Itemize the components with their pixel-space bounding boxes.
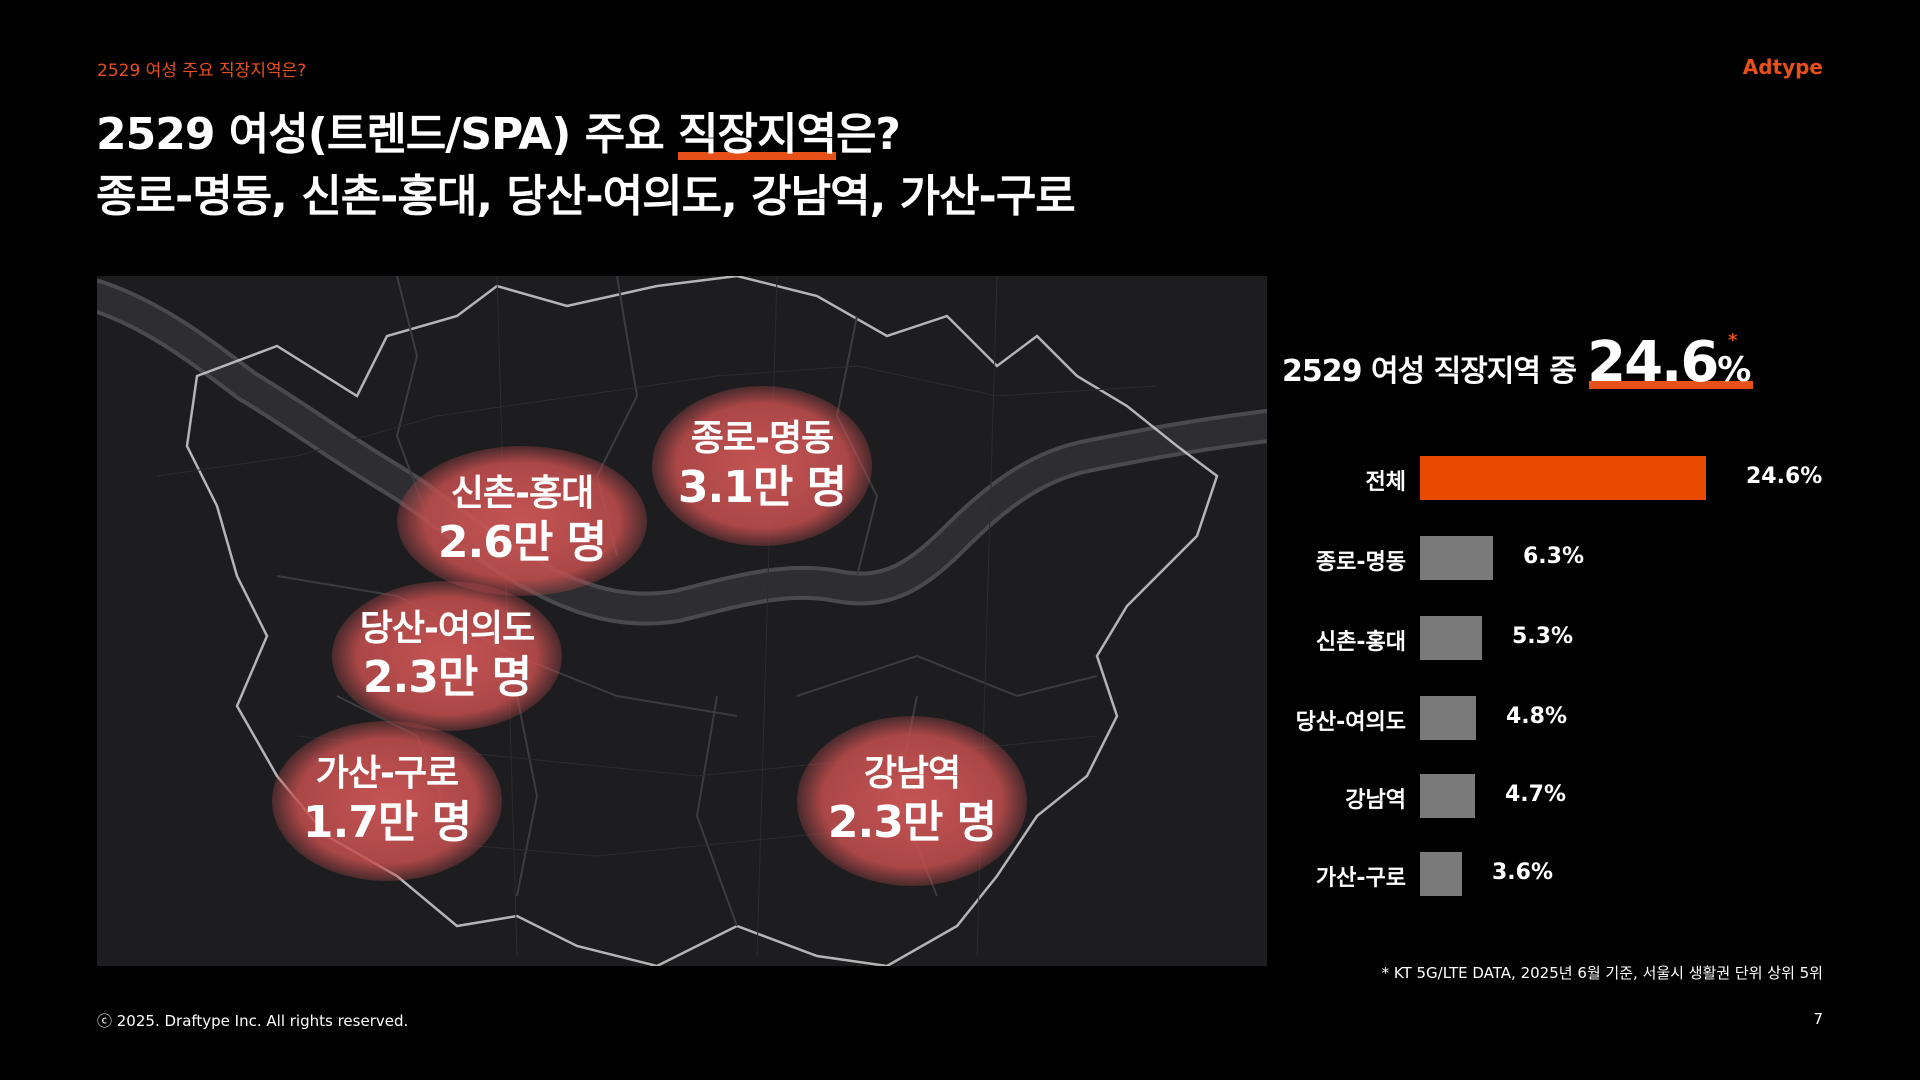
page-title: 2529 여성(트렌드/SPA) 주요 직장지역은? 종로-명동, 신촌-홍대,… [96, 104, 1076, 228]
title-prefix: 2529 여성(트렌드/SPA) 주요 [96, 109, 679, 160]
region-name: 강남역 [863, 753, 961, 794]
big-number: 24.6 [1587, 330, 1719, 395]
bar [1420, 852, 1462, 896]
bar-value-label: 6.3% [1523, 544, 1585, 569]
bar [1420, 536, 1493, 580]
region-name: 신촌-홍대 [450, 473, 594, 514]
bar [1420, 616, 1482, 660]
bar-value-label: 3.6% [1492, 860, 1554, 885]
region-blob-sinchon-hongdae: 신촌-홍대 2.6만 명 [397, 446, 647, 596]
region-name: 가산-구로 [315, 753, 459, 794]
bar-row: 당산-여의도 4.8% [1282, 694, 1842, 744]
bar-row: 가산-구로 3.6% [1282, 850, 1842, 900]
footnote: * KT 5G/LTE DATA, 2025년 6월 기준, 서울시 생활권 단… [1381, 964, 1823, 982]
bar-label: 강남역 [1345, 788, 1406, 813]
page-number: 7 [1813, 1010, 1823, 1028]
bar-label: 종로-명동 [1315, 550, 1406, 575]
bar-chart: 전체 24.6% 종로-명동 6.3% 신촌-홍대 5.3% 당산-여의도 4.8% 강남역 4.… [1282, 450, 1842, 910]
asterisk-mark: * [1727, 330, 1738, 351]
region-value: 1.7만 명 [302, 797, 472, 848]
bar-label: 가산-구로 [1315, 866, 1406, 891]
region-value: 2.3만 명 [827, 797, 997, 848]
panel-lead: 2529 여성 직장지역 중 [1282, 354, 1577, 389]
region-name: 종로-명동 [690, 418, 834, 459]
title-line-2: 종로-명동, 신촌-홍대, 당산-여의도, 강남역, 가산-구로 [96, 171, 1076, 222]
panel-headline: 2529 여성 직장지역 중 24.6% * [1282, 330, 1754, 395]
bar-value-label: 4.7% [1505, 782, 1567, 807]
bar-label: 전체 [1365, 470, 1406, 495]
title-suffix: 은? [835, 109, 901, 160]
map-background [97, 276, 1267, 966]
region-value: 2.6만 명 [437, 517, 607, 568]
region-value: 3.1만 명 [677, 462, 847, 513]
bar-row: 신촌-홍대 5.3% [1282, 614, 1842, 664]
bar-value-label: 24.6% [1746, 464, 1823, 489]
region-blob-dangsan-yeouido: 당산-여의도 2.3만 명 [332, 581, 562, 731]
bar-row: 전체 24.6% [1282, 454, 1842, 504]
bar [1420, 696, 1476, 740]
bar-row: 종로-명동 6.3% [1282, 534, 1842, 584]
bar-row: 강남역 4.7% [1282, 772, 1842, 822]
bar-value-label: 4.8% [1506, 704, 1568, 729]
copyright: ⓒ 2025. Draftype Inc. All rights reserve… [97, 1012, 409, 1030]
bar-label: 신촌-홍대 [1315, 630, 1406, 655]
title-highlight: 직장지역 [678, 104, 837, 166]
panel-big-value: 24.6% * [1587, 330, 1754, 395]
title-line-1: 2529 여성(트렌드/SPA) 주요 직장지역은? [96, 104, 1075, 166]
section-label: 2529 여성 주요 직장지역은? [97, 61, 307, 81]
bar [1420, 774, 1475, 818]
bar-label: 당산-여의도 [1295, 710, 1406, 735]
seoul-map: 종로-명동 3.1만 명 신촌-홍대 2.6만 명 당산-여의도 2.3만 명 … [97, 276, 1267, 966]
region-value: 2.3만 명 [362, 652, 532, 703]
bar [1420, 456, 1706, 500]
region-blob-jongno-myeongdong: 종로-명동 3.1만 명 [652, 386, 872, 546]
bar-value-label: 5.3% [1512, 624, 1574, 649]
percent-sign: % [1717, 350, 1751, 390]
region-blob-gangnam: 강남역 2.3만 명 [797, 716, 1027, 886]
brand-logo: Adtype [1742, 55, 1823, 79]
region-name: 당산-여의도 [359, 608, 536, 649]
region-blob-gasan-guro: 가산-구로 1.7만 명 [272, 721, 502, 881]
